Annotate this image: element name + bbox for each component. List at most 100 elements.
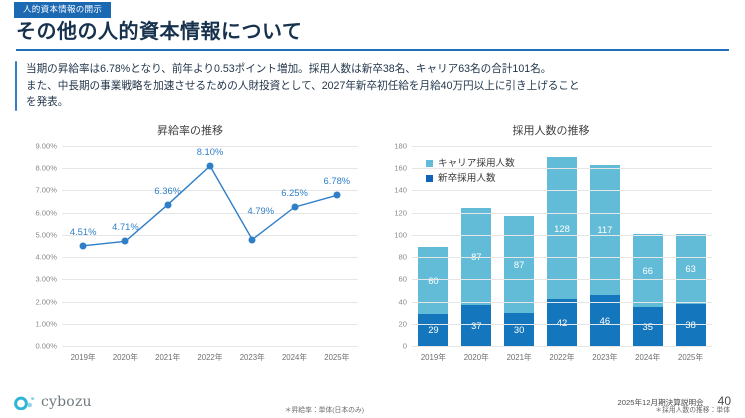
y-axis-tick-label: 0.00% — [35, 341, 57, 351]
y-axis-tick-label: 6.00% — [35, 208, 57, 218]
bar-value-label: 63 — [685, 263, 696, 275]
gridline — [62, 323, 358, 325]
plot-area-right: キャリア採用人数 新卒採用人数 60 29 87 37 87 30 128 42 117 46 66… — [394, 142, 712, 362]
y-axis-tick-label: 7.00% — [35, 185, 57, 195]
y-axis-tick-label: 20 — [398, 319, 407, 329]
stacked-bar: 128 42 — [547, 157, 577, 346]
bar-column: 60 29 — [412, 146, 455, 346]
gridline — [412, 146, 712, 147]
x-axis-tick-label: 2021年 — [506, 353, 532, 362]
bar-group: 60 29 87 37 87 30 128 42 117 46 66 35 63 38 — [412, 146, 712, 346]
legend-swatch-career-icon — [426, 160, 433, 167]
page-number: 40 — [717, 394, 731, 408]
y-axis-tick-label: 1.00% — [35, 319, 57, 329]
cybozu-mark-icon — [14, 396, 35, 410]
lead-paragraph: 当期の昇給率は6.78%となり、前年より0.53ポイント増加。採用人数は新卒38… — [15, 61, 729, 111]
bar-value-label: 42 — [556, 317, 568, 329]
title-divider — [16, 49, 729, 51]
chart-title-right: 採用人数の推移 — [512, 125, 590, 137]
footer-event-name: 2025年12月期決算説明会 — [617, 398, 704, 407]
gridline — [62, 346, 358, 347]
bar-segment-newgrad: 46 — [589, 294, 620, 346]
data-point-label: 6.36% — [154, 184, 181, 196]
data-point-marker — [164, 201, 172, 209]
plot-area-left: 2019年 2020年 2021年 2022年 2023年 2024年 2025年 0.00… — [35, 142, 358, 362]
gridline — [62, 190, 358, 192]
bar-value-label: 128 — [554, 222, 570, 234]
bar-segment-newgrad: 38 — [675, 303, 706, 346]
data-point-marker — [206, 162, 214, 170]
gridline — [412, 190, 712, 192]
legend-item-newgrad: 新卒採用人数 — [426, 171, 515, 186]
x-axis-right: 2019年 2020年 2021年 2022年 2023年 2024年 2025年 — [412, 346, 712, 363]
bar-value-label: 38 — [685, 319, 696, 331]
chart-legend-right: キャリア採用人数 新卒採用人数 — [426, 156, 515, 186]
bar-value-label: 35 — [642, 321, 653, 333]
lead-line-1: 当期の昇給率は6.78%となり、前年より0.53ポイント増加。採用人数は新卒38… — [26, 63, 552, 75]
bar-column: 117 46 — [583, 146, 626, 346]
footer-meta: 2025年12月期決算説明会 40 — [618, 394, 731, 408]
gridline — [62, 301, 358, 303]
y-axis-tick-label: 100 — [394, 230, 407, 240]
data-point-marker — [333, 191, 341, 199]
bar-segment-career: 117 — [589, 164, 620, 295]
x-axis-tick-label: 2024年 — [281, 353, 308, 362]
x-axis-tick-label: 2023年 — [592, 353, 618, 362]
stacked-bar: 87 30 — [504, 216, 535, 346]
bar-segment-newgrad: 29 — [418, 313, 449, 346]
bar-segment-career: 128 — [547, 157, 577, 300]
bar-value-label: 87 — [513, 258, 525, 270]
chart-note-right: ＊採用人数の推移：単体 — [655, 407, 730, 414]
line-series — [62, 146, 358, 346]
gridline — [62, 257, 358, 259]
bar-segment-newgrad: 30 — [504, 312, 535, 346]
legend-item-career: キャリア採用人数 — [426, 156, 515, 171]
page-title: その他の人的資本情報について — [16, 21, 303, 43]
y-axis-tick-label: 40 — [398, 297, 407, 307]
stacked-bar: 63 38 — [675, 233, 706, 346]
x-axis-tick-label: 2024年 — [635, 353, 661, 362]
bar-segment-career: 63 — [675, 233, 706, 304]
legend-swatch-newgrad-icon — [426, 175, 433, 182]
bar-column: 87 30 — [498, 146, 541, 346]
x-axis-tick-label: 2025年 — [324, 353, 350, 362]
bar-column: 87 37 — [455, 146, 498, 346]
gridline — [412, 279, 712, 281]
bar-segment-newgrad: 42 — [547, 299, 577, 346]
bar-value-label: 87 — [471, 251, 481, 262]
bar-value-label: 29 — [428, 324, 439, 336]
chart-note-left: ＊昇給率：単体(日本のみ) — [284, 407, 364, 414]
gridline — [412, 212, 712, 214]
gridline — [412, 323, 712, 325]
y-axis-tick-label: 4.00% — [35, 252, 57, 262]
chart-hiring-headcount: 採用人数の推移 キャリア採用人数 新卒採用人数 60 29 87 37 87 30 128 4… — [372, 124, 730, 414]
legend-label-newgrad: 新卒採用人数 — [438, 173, 496, 184]
y-axis-tick-label: 3.00% — [35, 274, 57, 284]
y-axis-tick-label: 160 — [394, 163, 407, 173]
cybozu-logo: cybozu — [14, 394, 92, 410]
lead-accent-bar — [15, 61, 17, 111]
bar-segment-career: 87 — [461, 208, 492, 305]
bar-column: 66 35 — [626, 146, 669, 346]
y-axis-tick-label: 9.00% — [35, 141, 57, 151]
data-point-marker — [291, 203, 299, 211]
y-axis-tick-label: 140 — [394, 185, 407, 195]
bar-value-label: 37 — [471, 319, 482, 331]
x-axis-left: 2019年 2020年 2021年 2022年 2023年 2024年 2025年 — [62, 346, 358, 363]
gridline — [412, 234, 712, 236]
gridline — [62, 279, 358, 281]
x-axis-tick-label: 2019年 — [420, 353, 446, 362]
gridline — [412, 301, 712, 303]
x-axis-tick-label: 2020年 — [463, 353, 489, 362]
bar-value-label: 46 — [599, 314, 611, 326]
lead-line-2: また、中長期の事業戦略を加速させるための人財投資として、2027年新卒初任給を月… — [26, 79, 580, 92]
gridline — [62, 234, 358, 236]
lead-line-3: を発表。 — [26, 96, 69, 109]
bar-value-label: 30 — [513, 323, 525, 335]
stacked-bar: 66 35 — [632, 233, 663, 346]
chart-salary-increase-rate: 昇給率の推移 2019年 2020年 2021年 2022年 2023年 2024年 202… — [16, 124, 364, 414]
y-axis-tick-label: 2.00% — [35, 297, 57, 307]
data-point-label: 8.10% — [196, 146, 224, 157]
data-point-label: 4.51% — [69, 225, 97, 237]
